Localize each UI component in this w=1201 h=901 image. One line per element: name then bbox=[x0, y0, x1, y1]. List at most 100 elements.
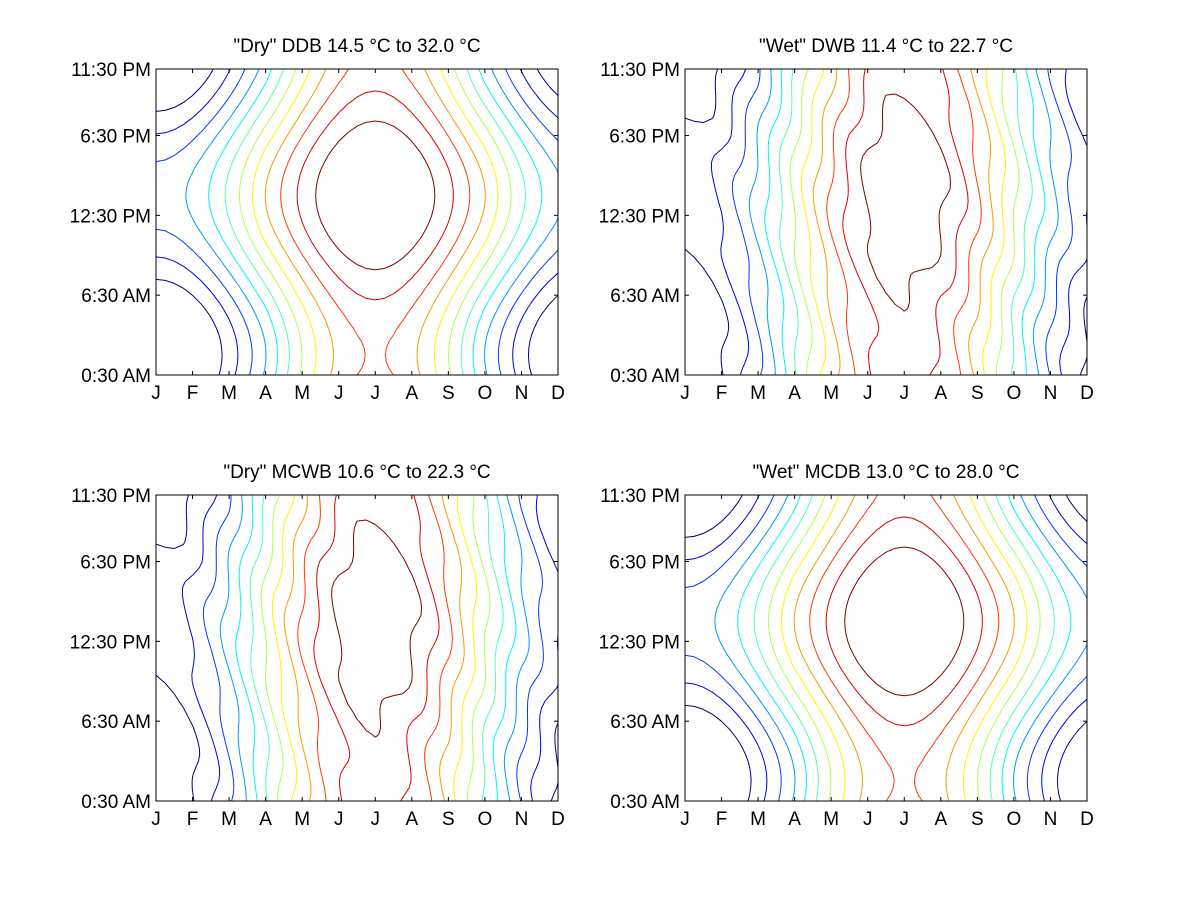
contour-line bbox=[781, 494, 1028, 802]
contour-line bbox=[331, 519, 422, 738]
contour-line bbox=[249, 494, 504, 802]
chart-panel-3: "Dry" MCWB 10.6 °C to 22.3 °C J F M A M J J A S O N… bbox=[70, 462, 565, 830]
contour-line bbox=[252, 68, 499, 376]
contour-line bbox=[185, 68, 559, 376]
x-tick-label: M bbox=[294, 809, 310, 830]
contour-line bbox=[684, 494, 1088, 802]
y-tick-label: 11:30 PM bbox=[600, 60, 680, 81]
x-tick-label: A bbox=[405, 383, 418, 404]
contour-line bbox=[714, 494, 1088, 802]
x-tick-label: F bbox=[716, 809, 728, 830]
panel-title: "Wet" DWB 11.4 °C to 22.7 °C bbox=[759, 36, 1013, 57]
y-tick-label: 0:30 AM bbox=[610, 366, 680, 387]
y-tick-label: 11:30 PM bbox=[600, 486, 680, 507]
y-tick-label: 12:30 PM bbox=[599, 206, 680, 227]
x-tick-label: J bbox=[334, 383, 344, 404]
contour-line bbox=[684, 494, 1088, 802]
contour-line bbox=[842, 68, 969, 376]
x-tick-label: M bbox=[823, 383, 839, 404]
x-tick-label: A bbox=[934, 383, 947, 404]
y-tick-label: 11:30 PM bbox=[71, 486, 151, 507]
contour-line bbox=[793, 494, 1015, 802]
contour-line bbox=[313, 494, 440, 802]
x-tick-label: J bbox=[371, 383, 381, 404]
y-tick-label: 12:30 PM bbox=[70, 632, 151, 653]
x-tick-label: J bbox=[900, 383, 910, 404]
contour-line bbox=[264, 68, 486, 376]
contour-line bbox=[731, 68, 1073, 376]
x-tick-label: J bbox=[151, 809, 161, 830]
x-tick-label: A bbox=[788, 809, 801, 830]
contour-line bbox=[280, 68, 471, 376]
y-tick-label: 6:30 AM bbox=[81, 286, 151, 307]
x-tick-label: O bbox=[1007, 383, 1022, 404]
x-tick-label: M bbox=[750, 809, 766, 830]
x-tick-label: A bbox=[788, 383, 801, 404]
chart-panel-1: "Dry" DDB 14.5 °C to 32.0 °C J F M A M J J A S O N D… bbox=[70, 36, 565, 404]
y-tick-label: 6:30 PM bbox=[609, 553, 680, 574]
x-tick-label: S bbox=[971, 383, 984, 404]
contour-line bbox=[789, 68, 1020, 376]
contour-line bbox=[260, 494, 491, 802]
y-tick-label: 0:30 AM bbox=[610, 792, 680, 813]
chart-panel-2: "Wet" DWB 11.4 °C to 22.7 °C J F M A M J J A S O N D… bbox=[599, 36, 1094, 404]
x-tick-label: A bbox=[934, 809, 947, 830]
contour-line bbox=[155, 68, 559, 376]
x-tick-label: N bbox=[515, 809, 529, 830]
x-tick-label: J bbox=[680, 809, 690, 830]
contour-line bbox=[710, 68, 1088, 376]
x-tick-label: D bbox=[1080, 383, 1094, 404]
x-tick-label: M bbox=[750, 383, 766, 404]
x-tick-label: M bbox=[294, 383, 310, 404]
x-tick-label: N bbox=[1044, 383, 1058, 404]
y-tick-label: 12:30 PM bbox=[599, 632, 680, 653]
contour-line bbox=[219, 494, 530, 802]
x-tick-label: J bbox=[863, 383, 873, 404]
contour-line bbox=[208, 68, 543, 376]
x-tick-label: F bbox=[716, 383, 728, 404]
panel-title: "Dry" DDB 14.5 °C to 32.0 °C bbox=[233, 36, 480, 57]
contour-line bbox=[764, 68, 1046, 376]
contour-line bbox=[202, 494, 544, 802]
contour-line bbox=[224, 68, 526, 376]
contour-line bbox=[825, 516, 983, 727]
x-tick-label: S bbox=[442, 383, 455, 404]
contour-line bbox=[155, 68, 559, 376]
panel-title: "Dry" MCWB 10.6 °C to 22.3 °C bbox=[223, 462, 490, 483]
x-tick-label: A bbox=[405, 809, 418, 830]
contour-line bbox=[238, 68, 512, 376]
contour-line bbox=[297, 494, 453, 802]
contour-line bbox=[812, 68, 994, 376]
x-tick-label: D bbox=[1080, 809, 1094, 830]
x-tick-label: J bbox=[334, 809, 344, 830]
y-tick-label: 12:30 PM bbox=[70, 206, 151, 227]
contour-line bbox=[826, 68, 982, 376]
axes-box bbox=[684, 68, 1088, 376]
contour-line bbox=[844, 546, 965, 697]
x-tick-label: O bbox=[1007, 809, 1022, 830]
y-tick-label: 6:30 PM bbox=[80, 553, 151, 574]
x-tick-label: A bbox=[259, 383, 272, 404]
y-tick-label: 6:30 AM bbox=[81, 712, 151, 733]
contour-line bbox=[315, 120, 436, 271]
x-tick-label: J bbox=[371, 809, 381, 830]
contour-line bbox=[155, 68, 559, 376]
x-tick-label: S bbox=[442, 809, 455, 830]
y-tick-label: 6:30 PM bbox=[80, 127, 151, 148]
x-tick-label: A bbox=[259, 809, 272, 830]
x-tick-label: J bbox=[151, 383, 161, 404]
contour-line bbox=[271, 494, 478, 802]
contour-line bbox=[235, 494, 517, 802]
y-tick-label: 11:30 PM bbox=[71, 60, 151, 81]
contour-line bbox=[809, 494, 1000, 802]
contour-line bbox=[283, 494, 465, 802]
y-tick-label: 0:30 AM bbox=[81, 792, 151, 813]
x-tick-label: F bbox=[187, 809, 199, 830]
contour-line bbox=[737, 494, 1072, 802]
y-tick-label: 6:30 PM bbox=[609, 127, 680, 148]
contour-line bbox=[181, 494, 559, 802]
chart-panel-4: "Wet" MCDB 13.0 °C to 28.0 °C J F M A M J J A S O N… bbox=[599, 462, 1094, 830]
x-tick-label: J bbox=[863, 809, 873, 830]
axes-box bbox=[155, 68, 559, 376]
